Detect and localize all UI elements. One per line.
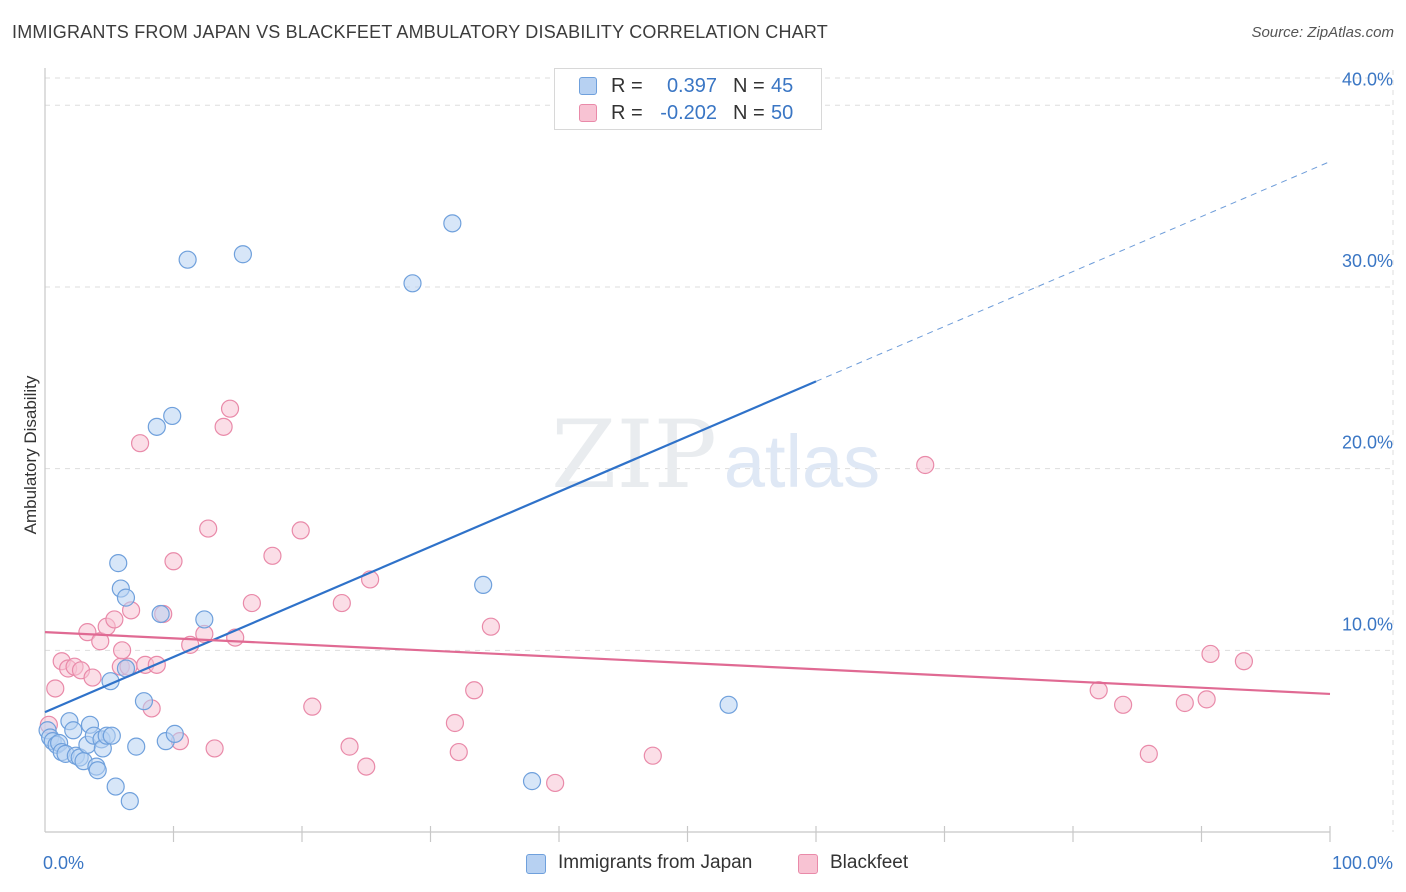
r-label: R = bbox=[611, 102, 643, 124]
stats-legend: R = 0.397 N = 45 R = -0.202 N = 50 bbox=[554, 68, 822, 130]
japan-point bbox=[109, 554, 128, 573]
chart-title: IMMIGRANTS FROM JAPAN VS BLACKFEET AMBUL… bbox=[12, 22, 828, 42]
japan-point bbox=[151, 604, 170, 624]
blackfeet-point bbox=[130, 434, 150, 453]
blackfeet-point bbox=[332, 593, 351, 613]
n-value: 50 bbox=[771, 102, 794, 124]
blackfeet-point bbox=[205, 739, 224, 758]
blackfeet-point bbox=[1175, 693, 1194, 713]
japan-point bbox=[88, 761, 107, 780]
blackfeet-legend-swatch bbox=[798, 854, 818, 874]
japan-point bbox=[106, 777, 125, 796]
blackfeet-point bbox=[1089, 681, 1108, 700]
japan-point bbox=[719, 695, 738, 714]
blackfeet-point bbox=[1201, 644, 1220, 664]
japan-point bbox=[134, 692, 154, 711]
blackfeet-point bbox=[1139, 744, 1158, 763]
blackfeet-point bbox=[220, 399, 240, 418]
japan-point bbox=[163, 406, 182, 426]
blackfeet-trend-line bbox=[44, 631, 1331, 696]
axes bbox=[44, 68, 1331, 842]
blackfeet-point bbox=[643, 746, 662, 765]
japan-point bbox=[233, 245, 252, 264]
japan-point bbox=[522, 772, 542, 791]
n-value: 45 bbox=[771, 75, 794, 97]
blackfeet-point bbox=[83, 668, 102, 687]
blackfeet-point bbox=[46, 679, 65, 698]
r-value: -0.202 bbox=[660, 102, 717, 124]
japan-point bbox=[116, 588, 136, 607]
source-label: Source: ZipAtlas.com bbox=[1251, 24, 1394, 41]
y-tick-label: 10.0% bbox=[1342, 614, 1393, 634]
japan-legend-label: Immigrants from Japan bbox=[558, 852, 753, 873]
blackfeet-legend-label: Blackfeet bbox=[830, 852, 909, 873]
japan-trend-extension bbox=[815, 161, 1331, 382]
japan-point bbox=[127, 737, 146, 756]
gridlines bbox=[45, 70, 1394, 832]
blackfeet-swatch bbox=[579, 104, 597, 122]
blackfeet-point bbox=[263, 546, 282, 565]
japan-legend-swatch bbox=[526, 854, 546, 874]
japan-point bbox=[147, 417, 166, 436]
japan-point bbox=[474, 575, 493, 595]
blackfeet-point bbox=[199, 519, 218, 538]
blackfeet-point bbox=[164, 552, 183, 571]
blackfeet-point bbox=[340, 737, 359, 756]
japan-points bbox=[38, 214, 738, 811]
blackfeet-point bbox=[291, 521, 310, 540]
y-tick-label: 30.0% bbox=[1342, 251, 1393, 271]
y-tick-label: 20.0% bbox=[1342, 433, 1393, 453]
blackfeet-point bbox=[214, 417, 233, 436]
blackfeet-point bbox=[357, 757, 376, 776]
japan-swatch bbox=[579, 77, 597, 95]
x-tick-label-max: 100.0% bbox=[1332, 853, 1393, 873]
blackfeet-point bbox=[481, 617, 500, 636]
watermark-zip: ZIP bbox=[551, 401, 717, 510]
japan-point bbox=[64, 721, 83, 740]
japan-point bbox=[120, 792, 139, 811]
n-label: N = bbox=[733, 102, 765, 124]
japan-point bbox=[102, 726, 121, 745]
blackfeet-point bbox=[546, 773, 565, 793]
blackfeet-point bbox=[1234, 652, 1254, 671]
japan-point bbox=[178, 250, 197, 269]
blackfeet-point bbox=[1197, 690, 1216, 709]
blackfeet-point bbox=[105, 610, 124, 629]
n-label: N = bbox=[733, 75, 765, 97]
blackfeet-point bbox=[112, 641, 132, 660]
blackfeet-point bbox=[78, 623, 97, 642]
japan-point bbox=[195, 610, 214, 629]
japan-point bbox=[403, 274, 422, 293]
watermark: ZIP atlas bbox=[551, 401, 880, 510]
japan-point bbox=[443, 214, 462, 233]
japan-point bbox=[165, 724, 184, 743]
tick-labels: 10.0% 20.0% 30.0% 40.0% 0.0% 100.0% bbox=[43, 69, 1393, 873]
y-axis-label: Ambulatory Disability bbox=[21, 375, 40, 534]
blackfeet-point bbox=[242, 593, 261, 613]
blackfeet-point bbox=[465, 681, 484, 700]
japan-trend-line bbox=[44, 380, 817, 714]
blackfeet-point bbox=[916, 455, 935, 475]
watermark-atlas: atlas bbox=[724, 420, 880, 503]
blackfeet-point bbox=[303, 697, 322, 716]
x-tick-label-min: 0.0% bbox=[43, 853, 84, 873]
trend-lines bbox=[44, 161, 1331, 714]
blackfeet-point bbox=[445, 713, 465, 733]
y-tick-label: 40.0% bbox=[1342, 69, 1393, 89]
r-value: 0.397 bbox=[666, 75, 717, 97]
blackfeet-point bbox=[449, 742, 468, 762]
r-label: R = bbox=[611, 75, 643, 97]
blackfeet-point bbox=[1114, 695, 1133, 714]
